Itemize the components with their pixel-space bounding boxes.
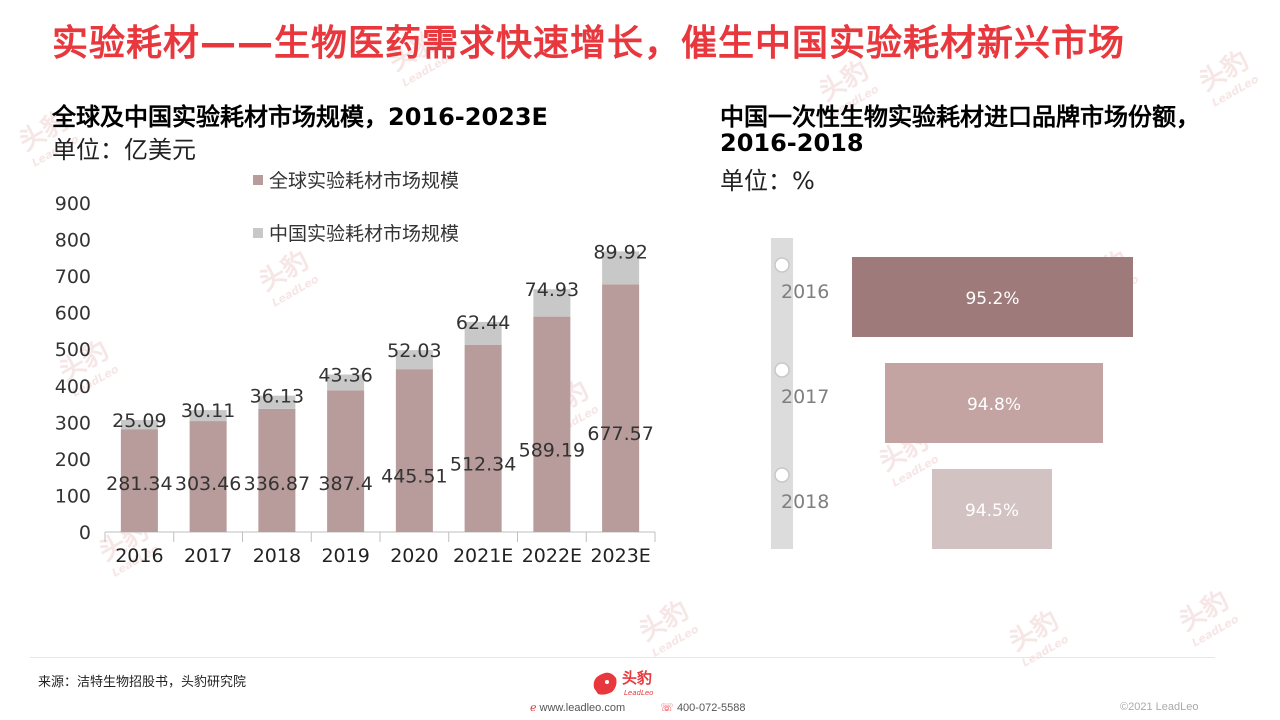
legend-swatch-china: [253, 228, 263, 238]
phone-text: 400-072-5588: [676, 702, 746, 714]
bar-global: [189, 421, 227, 532]
data-label-global: 336.87: [244, 473, 310, 495]
share-label: 94.5%: [965, 501, 1019, 521]
data-label-china: 89.92: [593, 241, 647, 263]
source-note: 来源：洁特生物招股书，头豹研究院: [38, 675, 247, 690]
share-label: 95.2%: [965, 289, 1019, 309]
data-label-china: 62.44: [456, 312, 510, 334]
x-tick-label: 2020: [390, 545, 438, 567]
logo-text: 头豹: [622, 669, 652, 687]
import-share-funnel-chart: 2016 95.2% 2017 94.8% 2018 94.5%: [771, 238, 1133, 549]
bar-global: [327, 390, 365, 532]
data-label-global: 387.4: [318, 473, 372, 495]
legend-swatch-global: [253, 175, 263, 185]
year-label: 2017: [781, 386, 829, 408]
data-label-china: 30.11: [181, 400, 235, 422]
y-tick-label: 900: [55, 193, 91, 215]
y-tick-label: 100: [55, 485, 91, 507]
data-label-china: 43.36: [318, 365, 372, 387]
bar-global: [533, 316, 571, 532]
website-link[interactable]: ℯ www.leadleo.com: [530, 702, 641, 714]
bar-china: [258, 395, 296, 409]
leadleo-logo: 头豹 LeadLeo: [593, 669, 653, 697]
share-bar: [852, 257, 1133, 337]
bar-global: [395, 369, 433, 532]
bar-global: [120, 429, 158, 532]
legend-label-china: 中国实验耗材市场规模: [269, 223, 459, 245]
y-tick-label: 700: [55, 266, 91, 288]
data-label-china: 52.03: [387, 340, 441, 362]
y-tick-label: 400: [55, 376, 91, 398]
data-label-global: 445.51: [381, 466, 447, 488]
left-chart-title: 全球及中国实验耗材市场规模，2016-2023E: [52, 103, 548, 131]
left-chart-unit: 单位：亿美元: [52, 136, 196, 164]
logo-sub: LeadLeo: [624, 689, 653, 697]
contact-info: ℯ www.leadleo.com ☏ 400-072-5588: [530, 701, 777, 714]
phone-icon: ☏: [660, 702, 674, 714]
market-size-bar-chart: 0 100 200 300 400 500 600 700 800 900 2016 25.09 281…: [55, 170, 656, 567]
bar-china: [395, 350, 433, 370]
bar-china: [464, 321, 502, 345]
data-label-global: 677.57: [587, 423, 653, 445]
y-tick-label: 300: [55, 412, 91, 434]
copyright: ©2021 LeadLeo: [1120, 701, 1199, 713]
data-label-china: 25.09: [112, 410, 166, 432]
data-label-global: 589.19: [519, 439, 585, 461]
y-tick-label: 0: [79, 522, 91, 544]
data-label-global: 303.46: [175, 473, 241, 495]
data-label-global: 512.34: [450, 453, 516, 475]
y-tick-label: 200: [55, 449, 91, 471]
bar-china: [602, 251, 640, 285]
data-label-china: 74.93: [525, 279, 579, 301]
timeline-marker: [774, 467, 790, 483]
right-chart-title-line1: 中国一次性生物实验耗材进口品牌市场份额，: [720, 103, 1200, 131]
leopard-head-icon: [593, 672, 617, 695]
year-label: 2018: [781, 491, 829, 513]
bar-china: [533, 289, 571, 317]
web-icon: ℯ: [530, 702, 537, 714]
year-label: 2016: [781, 281, 829, 303]
footer-divider: [30, 657, 1215, 658]
bar-global: [464, 344, 502, 532]
page-title: 实验耗材——生物医药需求快速增长，催生中国实验耗材新兴市场: [52, 23, 1126, 64]
website-text: www.leadleo.com: [539, 702, 626, 714]
y-tick-label: 500: [55, 339, 91, 361]
timeline-marker: [774, 362, 790, 378]
legend-label-global: 全球实验耗材市场规模: [269, 170, 459, 192]
bar-global: [602, 284, 640, 532]
right-chart-unit: 单位：%: [720, 167, 815, 195]
bar-china: [189, 410, 227, 422]
data-label-china: 36.13: [250, 386, 304, 408]
data-label-global: 281.34: [106, 473, 172, 495]
x-tick-label: 2023E: [590, 545, 650, 567]
x-tick-label: 2017: [184, 545, 232, 567]
x-tick-label: 2022E: [522, 545, 582, 567]
x-tick-label: 2019: [321, 545, 369, 567]
right-chart-title-line2: 2016-2018: [720, 129, 864, 157]
bar-china: [327, 374, 365, 391]
share-bar: [885, 363, 1103, 443]
share-label: 94.8%: [967, 395, 1021, 415]
y-tick-label: 800: [55, 230, 91, 252]
bar-china: [120, 419, 158, 430]
x-tick-label: 2018: [253, 545, 301, 567]
x-tick-label: 2016: [115, 545, 163, 567]
share-bar: [932, 469, 1052, 549]
x-tick-label: 2021E: [453, 545, 513, 567]
timeline-marker: [774, 257, 790, 273]
phone-info: ☏ 400-072-5588: [660, 702, 761, 714]
y-tick-label: 600: [55, 303, 91, 325]
bar-global: [258, 408, 296, 532]
